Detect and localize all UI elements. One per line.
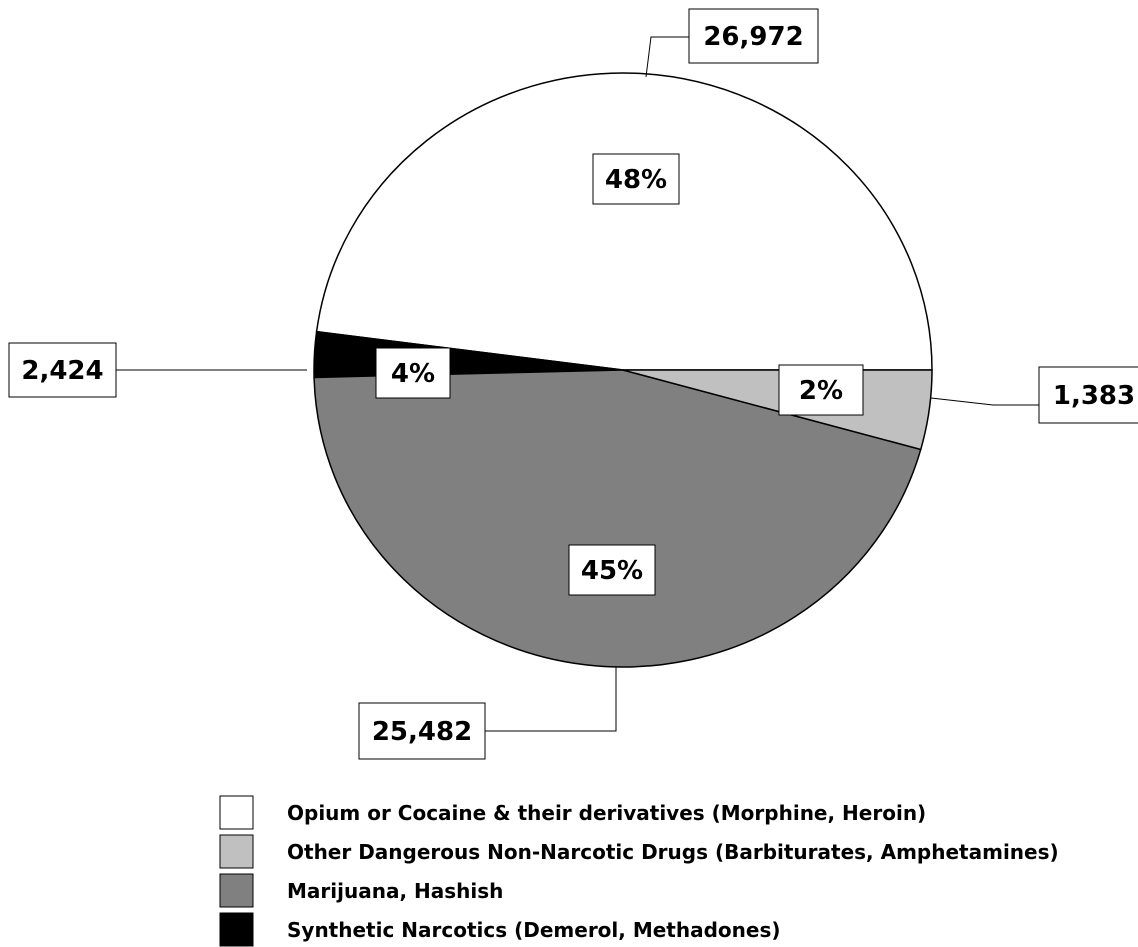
legend-entry: Other Dangerous Non-Narcotic Drugs (Barb… (219, 834, 1059, 869)
leader-lines (116, 36, 1039, 732)
value-callout-text: 25,482 (372, 717, 472, 747)
value-callout: 25,482 (358, 702, 486, 760)
leader-line-marijuana-hashish (485, 667, 617, 732)
legend-label: Other Dangerous Non-Narcotic Drugs (Barb… (287, 840, 1059, 864)
leader-line-opium-or-cocaine-their-derivatives-morph (645, 36, 689, 78)
value-callout: 26,972 (688, 8, 819, 64)
legend-swatch (219, 795, 254, 830)
legend-label: Synthetic Narcotics (Demerol, Methadones… (287, 918, 781, 942)
legend-swatch (219, 873, 254, 908)
percent-label-text: 4% (391, 359, 435, 389)
value-callouts: 26,972 1,383 25,482 2,424 (8, 8, 1138, 760)
percent-label: 4% (375, 347, 451, 399)
percent-label-text: 45% (581, 556, 643, 586)
value-callout-box (358, 702, 486, 760)
percent-label-box (592, 153, 680, 205)
legend-entry: Marijuana, Hashish (219, 873, 503, 908)
percent-labels: 48% 2% 45% 4% (375, 153, 864, 596)
legend-entry: Opium or Cocaine & their derivatives (Mo… (219, 795, 926, 830)
percent-label-text: 48% (605, 165, 667, 195)
legend: Opium or Cocaine & their derivatives (Mo… (219, 795, 1059, 947)
value-callout-text: 2,424 (21, 356, 103, 386)
percent-label-box (375, 347, 451, 399)
percent-label-box (778, 364, 864, 416)
slice-marijuana-hashish (313, 369, 922, 668)
percent-label: 45% (568, 544, 656, 596)
value-callout-box (1038, 366, 1138, 424)
legend-swatch (219, 834, 254, 869)
percent-label: 2% (778, 364, 864, 416)
value-callout-text: 26,972 (703, 22, 803, 52)
legend-label: Opium or Cocaine & their derivatives (Mo… (287, 801, 926, 825)
legend-label: Marijuana, Hashish (287, 879, 503, 903)
pie-slices (313, 72, 933, 668)
value-callout-box (688, 8, 819, 64)
value-callout-text: 1,383 (1053, 381, 1135, 411)
percent-label: 48% (592, 153, 680, 205)
leader-line-synthetic-narcotics-demerol-methadones (930, 397, 1039, 406)
value-callout: 1,383 (1038, 366, 1138, 424)
slice-opium-or-cocaine-their-derivatives-morph (315, 72, 933, 371)
value-callout: 2,424 (8, 342, 117, 398)
legend-swatch (219, 912, 254, 947)
legend-entry: Synthetic Narcotics (Demerol, Methadones… (219, 912, 781, 947)
value-callout-box (8, 342, 117, 398)
percent-label-box (568, 544, 656, 596)
percent-label-text: 2% (799, 376, 843, 406)
